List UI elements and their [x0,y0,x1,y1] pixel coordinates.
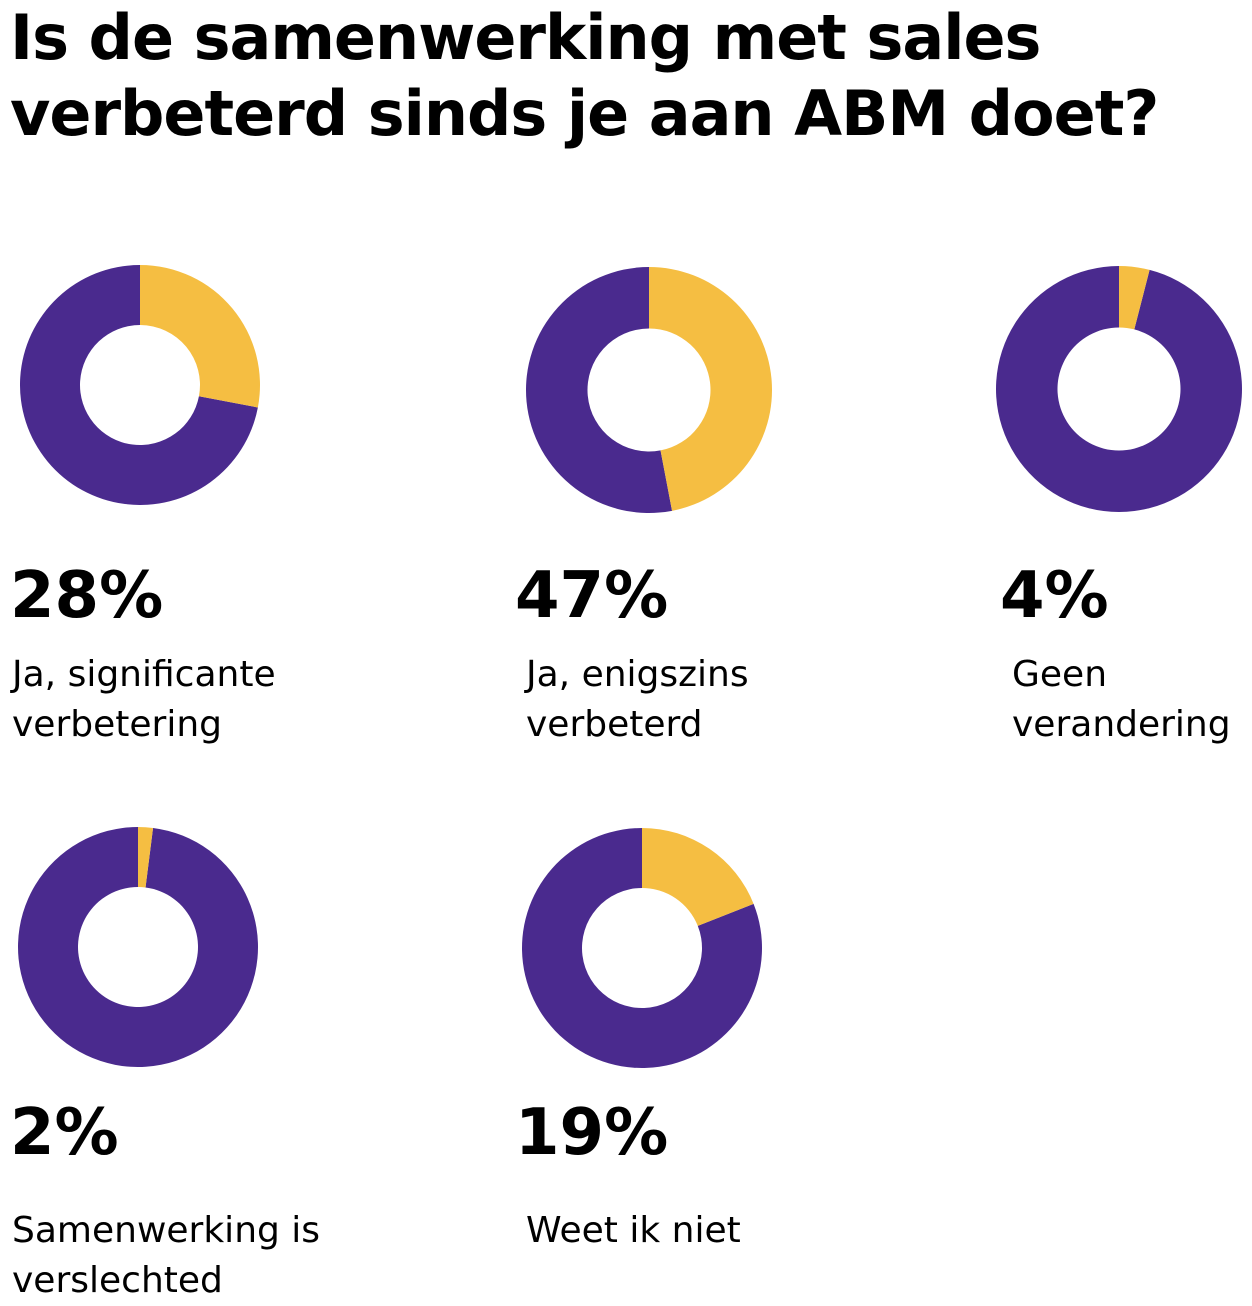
donut-value-segment [642,828,754,926]
percentage-value: 2% [10,1096,119,1170]
donut-remainder-segment [526,267,673,513]
donut-chart [20,265,260,505]
stat-card-worsened: 2% Samenwerking is verslechted [10,826,330,1306]
percentage-value: 4% [1000,559,1109,633]
chart-title: Is de samenwerking met sales verbeterd s… [10,1,1159,150]
donut-remainder-segment [20,265,258,505]
stat-card-no-change: 4% Geen verandering [996,265,1252,745]
answer-label: Ja, significante verbetering [12,654,276,745]
stat-card-significant-improvement: 28% Ja, significante verbetering [10,265,330,745]
donut-value-segment [649,267,772,511]
donut-chart [18,827,258,1067]
donut-remainder-segment [522,828,762,1068]
stat-card-somewhat-improved: 47% Ja, enigszins verbeterd [515,265,835,745]
answer-label: Ja, enigszins verbeterd [526,654,749,745]
donut-value-segment [1119,266,1150,330]
donut-chart [996,266,1242,512]
answer-label: Weet ik niet [526,1210,741,1251]
donut-remainder-segment [996,266,1242,512]
answer-label: Geen verandering [1012,654,1231,745]
donut-value-segment [140,265,260,408]
percentage-value: 28% [10,559,164,633]
donut-value-segment [138,827,154,888]
donut-chart [526,267,772,513]
donut-remainder-segment [18,827,258,1067]
percentage-value: 19% [515,1096,669,1170]
stat-card-dont-know: 19% Weet ik niet [515,826,835,1306]
donut-chart [522,828,762,1068]
percentage-value: 47% [515,559,669,633]
answer-label: Samenwerking is verslechted [12,1210,321,1301]
